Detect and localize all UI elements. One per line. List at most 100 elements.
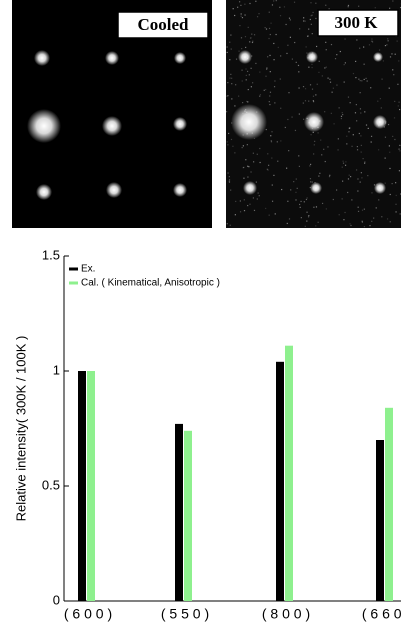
noise — [306, 220, 308, 222]
noise — [359, 92, 361, 94]
noise — [363, 78, 365, 81]
noise — [306, 35, 309, 37]
noise — [294, 129, 297, 132]
noise — [243, 166, 245, 169]
noise — [255, 62, 257, 65]
noise — [332, 87, 334, 89]
noise — [230, 189, 232, 191]
noise — [249, 37, 252, 39]
noise — [279, 6, 281, 8]
noise — [227, 144, 229, 146]
noise — [239, 200, 241, 202]
noise — [388, 145, 390, 147]
noise — [297, 64, 300, 67]
noise — [247, 88, 249, 91]
noise — [268, 11, 270, 13]
noise — [356, 145, 358, 148]
noise — [397, 83, 399, 85]
noise — [234, 214, 236, 216]
noise — [334, 58, 337, 60]
noise — [365, 124, 368, 126]
noise — [269, 95, 271, 97]
noise — [299, 206, 301, 208]
noise — [279, 15, 282, 17]
noise — [318, 71, 320, 73]
noise — [315, 206, 318, 208]
noise — [312, 95, 315, 97]
diffraction-cooled: Cooled — [12, 0, 212, 228]
noise — [241, 47, 243, 50]
noise — [356, 39, 358, 41]
noise — [327, 77, 329, 79]
noise — [291, 58, 293, 60]
noise — [365, 77, 367, 79]
noise — [284, 126, 286, 129]
noise — [336, 84, 338, 86]
bar — [385, 407, 393, 601]
noise — [269, 91, 272, 93]
noise — [340, 115, 343, 117]
noise — [243, 210, 246, 212]
noise — [381, 216, 383, 218]
noise — [323, 148, 325, 150]
noise — [229, 59, 231, 61]
noise — [393, 117, 396, 119]
noise — [358, 5, 360, 7]
noise — [367, 127, 369, 130]
noise — [270, 22, 272, 24]
noise — [308, 66, 310, 68]
noise — [360, 172, 362, 174]
y-tick-label: 1 — [53, 362, 60, 377]
noise — [275, 0, 277, 2]
noise — [270, 141, 273, 143]
noise — [303, 20, 305, 22]
noise — [327, 146, 329, 148]
noise — [377, 100, 379, 102]
noise — [357, 206, 359, 208]
noise — [248, 166, 250, 168]
noise — [347, 191, 349, 194]
legend-label: Ex. — [81, 264, 95, 275]
noise — [393, 74, 395, 76]
noise — [247, 101, 249, 103]
noise — [329, 78, 331, 80]
noise — [238, 50, 240, 52]
noise — [396, 40, 398, 42]
noise — [357, 210, 360, 212]
noise — [364, 161, 366, 163]
noise — [312, 11, 314, 14]
noise — [311, 63, 313, 65]
noise — [253, 161, 255, 163]
noise — [311, 33, 313, 35]
noise — [253, 209, 256, 212]
noise — [389, 193, 391, 196]
noise — [350, 176, 352, 178]
noise — [227, 95, 229, 97]
noise — [269, 103, 271, 106]
noise — [341, 198, 343, 200]
noise — [274, 213, 276, 215]
image-label: 300 K — [335, 13, 379, 32]
noise — [240, 15, 242, 17]
noise — [361, 177, 363, 179]
noise — [310, 23, 312, 25]
noise — [344, 164, 347, 166]
noise — [266, 68, 268, 70]
noise — [356, 149, 359, 151]
noise — [399, 144, 401, 147]
noise — [288, 218, 291, 220]
noise — [392, 135, 394, 138]
noise — [259, 147, 261, 150]
noise — [288, 17, 291, 19]
noise — [244, 14, 246, 16]
noise — [378, 49, 381, 51]
noise — [348, 174, 350, 176]
noise — [325, 41, 327, 43]
noise — [245, 74, 247, 77]
noise — [270, 135, 272, 137]
noise — [341, 112, 343, 114]
noise — [231, 98, 233, 100]
noise — [347, 6, 349, 8]
noise — [361, 221, 364, 223]
noise — [389, 221, 391, 223]
